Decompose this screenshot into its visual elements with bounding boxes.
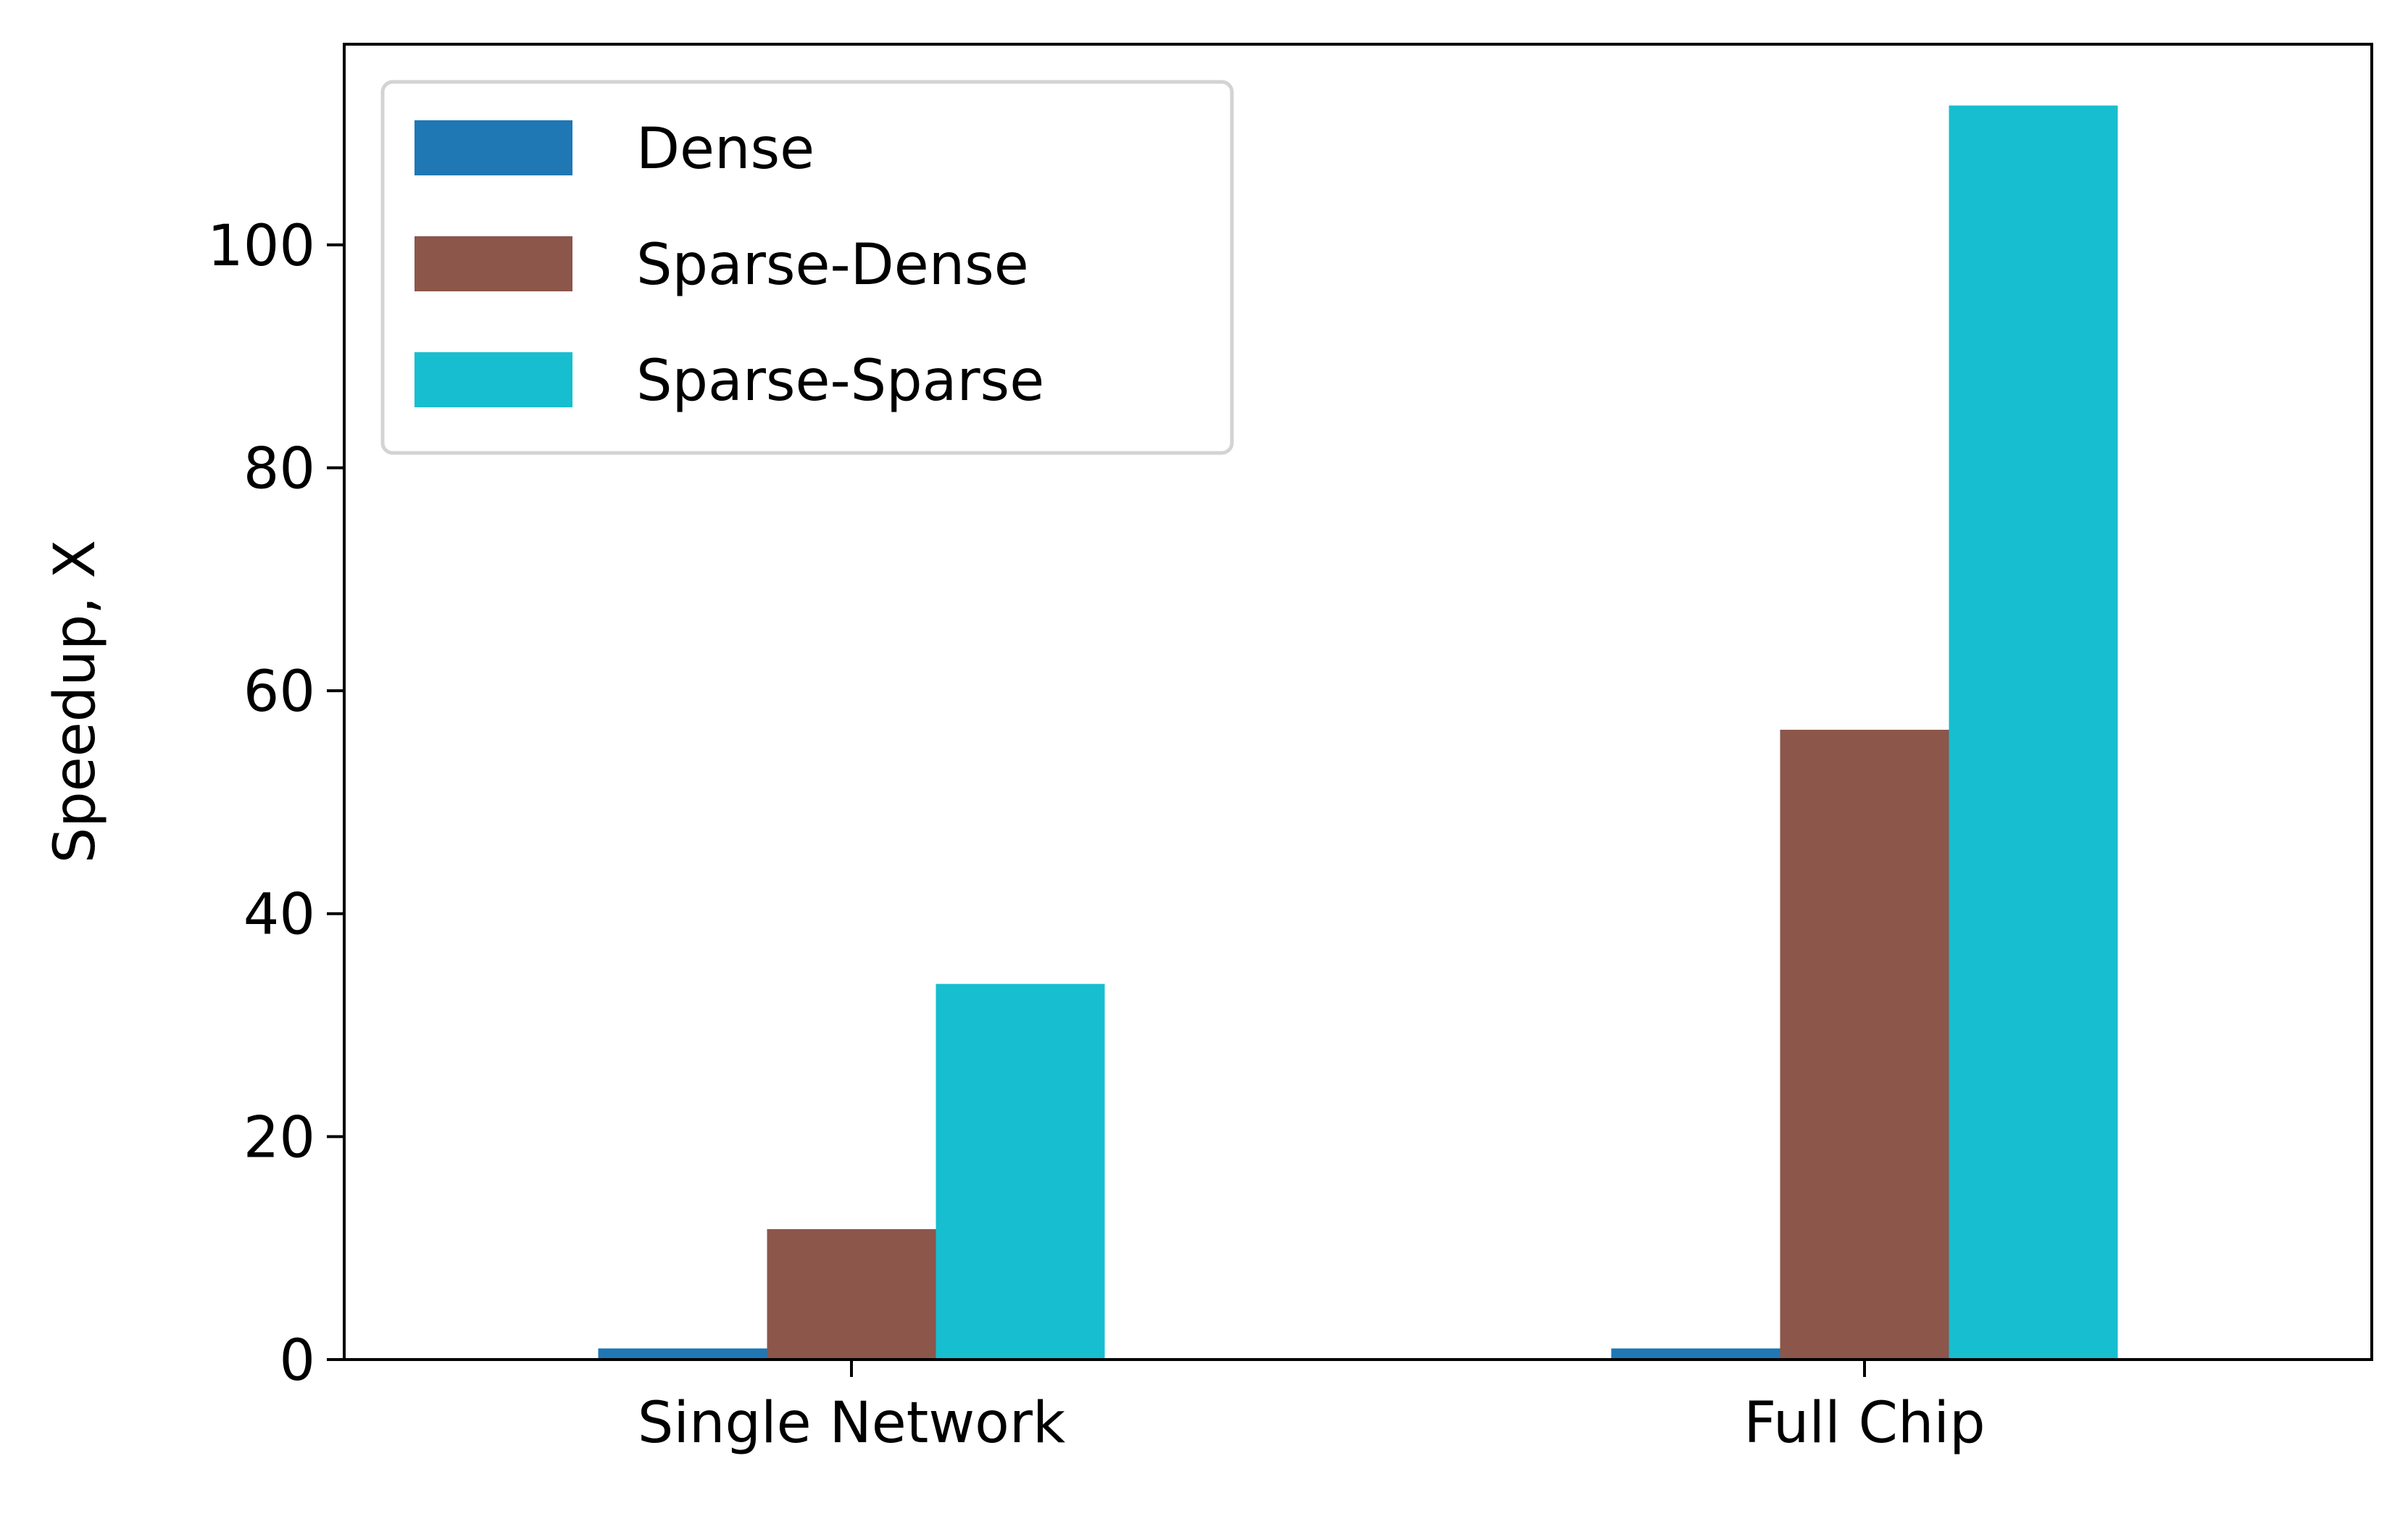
y-tick-label: 100: [207, 214, 315, 279]
bar-sparse-dense-1: [1780, 729, 1949, 1360]
x-tick-label: Single Network: [638, 1391, 1065, 1456]
y-tick-label: 20: [243, 1105, 315, 1170]
legend-box: [380, 80, 1234, 455]
y-axis-label: Speedup, X: [43, 540, 108, 863]
bar-sparse-dense-0: [767, 1229, 936, 1360]
legend-swatch: [414, 352, 572, 407]
bar-dense-0: [598, 1348, 767, 1360]
bars-layer: [598, 105, 2118, 1360]
bar-sparse-sparse-0: [936, 983, 1105, 1360]
x-axis: Single Network Full Chip: [638, 1360, 1986, 1456]
bar-sparse-sparse-1: [1949, 105, 2118, 1360]
legend-swatch: [414, 236, 572, 291]
bar-dense-1: [1611, 1348, 1780, 1360]
y-tick-label: 40: [243, 883, 315, 948]
plot-frame: [343, 43, 2373, 1361]
legend-label: Dense: [636, 117, 815, 182]
legend-label: Sparse-Dense: [636, 233, 1029, 298]
legend: Dense Sparse-Dense Sparse-Sparse: [380, 80, 1234, 455]
legend-swatch: [414, 120, 572, 175]
legend-label: Sparse-Sparse: [636, 349, 1044, 414]
y-tick-label: 60: [243, 659, 315, 725]
x-tick-label: Full Chip: [1743, 1391, 1985, 1456]
y-tick-label: 80: [243, 436, 315, 502]
y-tick-label: 0: [279, 1328, 315, 1394]
y-axis: 0 20 40 60 80 100: [207, 214, 344, 1394]
